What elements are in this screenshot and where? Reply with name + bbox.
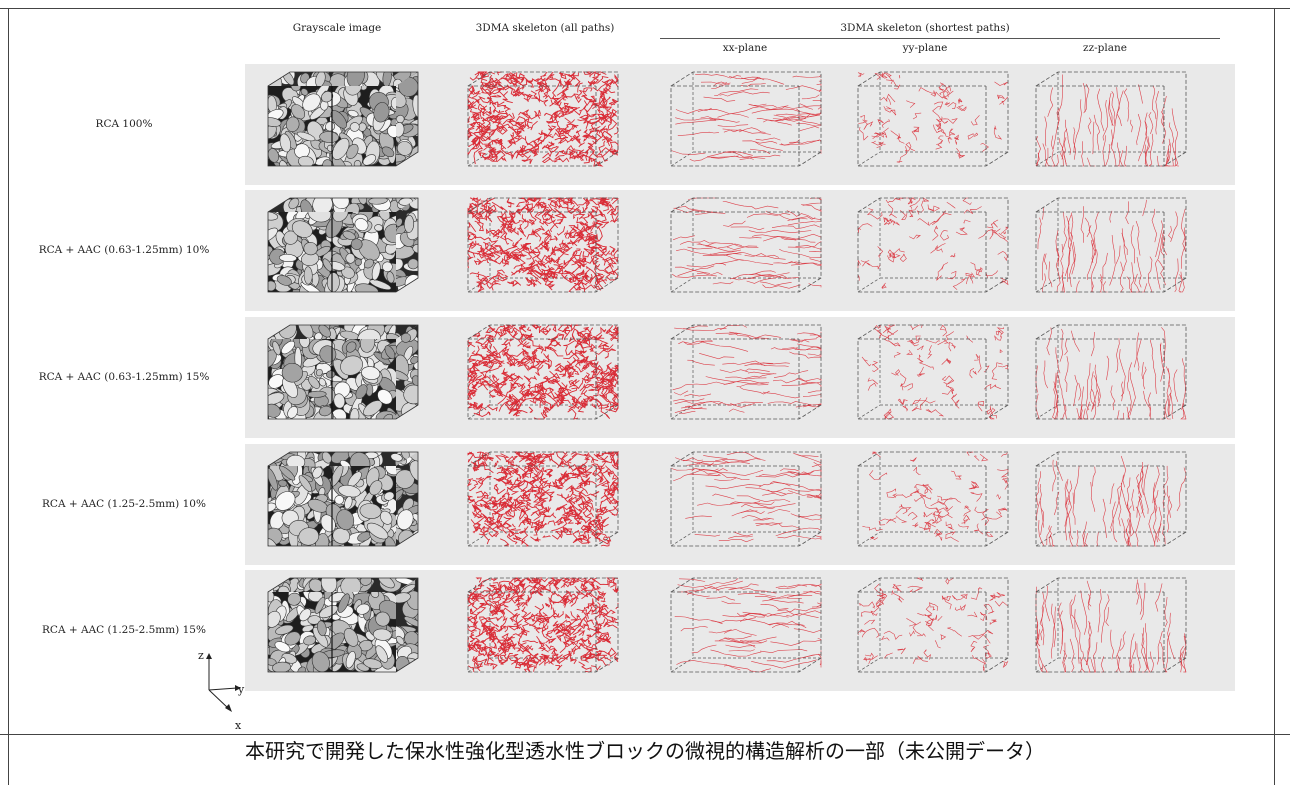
skeleton-xx-plane <box>665 572 840 694</box>
left-border <box>8 8 9 735</box>
skeleton-all-paths-graphic <box>467 576 619 673</box>
column-header-shortest-paths: 3DMA skeleton (shortest paths) <box>840 22 1010 34</box>
axis-label-z: z <box>198 649 204 662</box>
skeleton-xx-plane-graphic <box>670 197 822 293</box>
skeleton-xx-plane-graphic <box>670 451 822 547</box>
skeleton-zz-plane-graphic <box>1035 324 1187 420</box>
grayscale-image <box>262 192 437 314</box>
grayscale-image <box>262 319 437 441</box>
skeleton-xx-plane <box>665 192 840 314</box>
row-label: RCA + AAC (1.25-2.5mm) 10% <box>42 497 206 510</box>
grayscale-image <box>262 66 437 188</box>
grayscale-image <box>262 446 437 568</box>
subheader-zz-plane: zz-plane <box>1083 42 1127 54</box>
skeleton-xx-plane-graphic <box>670 577 822 673</box>
grayscale-image-graphic <box>267 451 419 547</box>
axis-label-y: y <box>237 683 245 696</box>
skeleton-zz-plane <box>1030 319 1205 441</box>
skeleton-xx-plane <box>665 446 840 568</box>
skeleton-yy-plane-graphic <box>857 71 1009 167</box>
column-header-grayscale: Grayscale image <box>292 22 382 34</box>
subheader-yy-plane: yy-plane <box>902 42 948 54</box>
skeleton-zz-plane <box>1030 446 1205 568</box>
skeleton-yy-plane <box>852 66 1027 188</box>
top-rule <box>0 8 1290 9</box>
caption-left-border <box>8 735 9 785</box>
skeleton-zz-plane-graphic <box>1035 71 1187 167</box>
right-border <box>1274 8 1275 735</box>
figure-caption: 本研究で開発した保水性強化型透水性ブロックの微視的構造解析の一部（未公開データ） <box>245 739 1045 763</box>
grayscale-image-graphic <box>267 197 419 293</box>
skeleton-yy-plane <box>852 319 1027 441</box>
subheader-xx-plane: xx-plane <box>722 42 768 54</box>
axis-label-x: x <box>235 719 242 732</box>
skeleton-all-paths <box>462 192 637 314</box>
skeleton-all-paths <box>462 319 637 441</box>
caption-right-border <box>1274 735 1275 785</box>
skeleton-xx-plane <box>665 319 840 441</box>
skeleton-zz-plane <box>1030 572 1205 694</box>
skeleton-yy-plane-graphic <box>857 324 1009 420</box>
shortest-paths-rule <box>660 38 1220 39</box>
row-label: RCA + AAC (0.63-1.25mm) 10% <box>38 243 210 256</box>
skeleton-zz-plane <box>1030 66 1205 188</box>
skeleton-yy-plane <box>852 192 1027 314</box>
bottom-rule <box>0 734 1290 735</box>
grayscale-image <box>262 572 437 694</box>
skeleton-xx-plane-graphic <box>670 71 822 167</box>
skeleton-all-paths <box>462 446 637 568</box>
skeleton-all-paths-graphic <box>466 450 620 547</box>
skeleton-all-paths-graphic <box>467 71 619 167</box>
skeleton-zz-plane <box>1030 192 1205 314</box>
skeleton-all-paths <box>462 66 637 188</box>
skeleton-yy-plane <box>852 446 1027 568</box>
skeleton-xx-plane-graphic <box>670 324 822 420</box>
skeleton-zz-plane-graphic <box>1035 451 1187 547</box>
skeleton-all-paths-graphic <box>466 323 620 420</box>
skeleton-yy-plane-graphic <box>857 451 1009 547</box>
row-label: RCA 100% <box>95 117 153 130</box>
grayscale-image-graphic <box>267 71 419 167</box>
row-label: RCA + AAC (0.63-1.25mm) 15% <box>38 370 210 383</box>
skeleton-yy-plane <box>852 572 1027 694</box>
skeleton-all-paths-graphic <box>467 196 620 293</box>
grayscale-image-graphic <box>267 324 419 420</box>
skeleton-yy-plane-graphic <box>857 577 1009 673</box>
skeleton-xx-plane <box>665 66 840 188</box>
skeleton-all-paths <box>462 572 637 694</box>
skeleton-zz-plane-graphic <box>1035 197 1187 293</box>
column-header-all-paths: 3DMA skeleton (all paths) <box>475 22 615 34</box>
axis-triad: z y x <box>198 649 245 732</box>
grayscale-image-graphic <box>267 577 419 673</box>
row-label: RCA + AAC (1.25-2.5mm) 15% <box>42 623 206 636</box>
skeleton-zz-plane-graphic <box>1035 577 1187 673</box>
skeleton-yy-plane-graphic <box>857 197 1009 293</box>
